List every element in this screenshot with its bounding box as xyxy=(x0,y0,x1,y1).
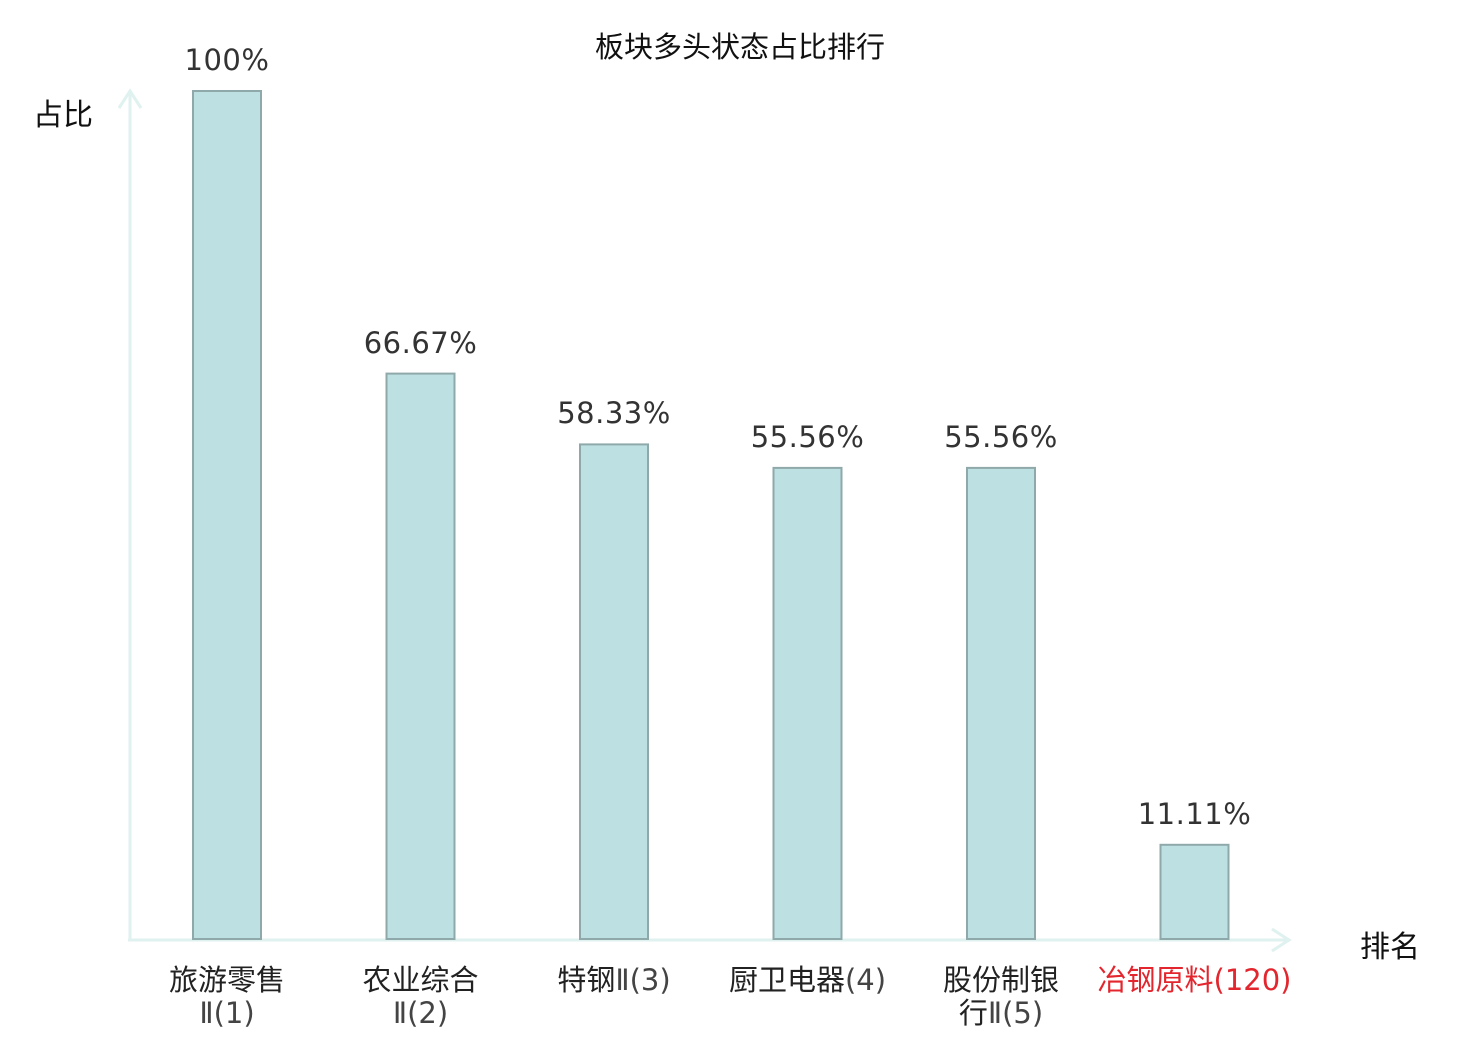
chart-title: 板块多头状态占比排行 xyxy=(594,30,885,64)
category-label: 厨卫电器(4) xyxy=(698,964,918,997)
category-name: 股份制银 xyxy=(942,963,1059,997)
category-label: 特钢Ⅱ(3) xyxy=(504,964,724,997)
category-label-line: 行Ⅱ(5) xyxy=(891,997,1111,1030)
category-label-line: 特钢Ⅱ(3) xyxy=(504,964,724,997)
category-name: 旅游零售 xyxy=(168,963,285,997)
bars-group xyxy=(192,90,1230,941)
bar xyxy=(192,90,262,940)
bar xyxy=(385,372,456,941)
category-label-line: Ⅱ(1) xyxy=(117,997,337,1030)
category-rank-suffix: Ⅱ(2) xyxy=(392,996,449,1030)
category-name: 特钢 xyxy=(557,963,616,997)
x-axis-label: 排名 xyxy=(1360,930,1420,965)
category-label: 农业综合 Ⅱ(2) xyxy=(311,964,531,1030)
category-rank-suffix: (4) xyxy=(844,963,887,997)
category-rank-suffix: Ⅱ(5) xyxy=(987,996,1044,1030)
bar xyxy=(772,466,843,940)
bar xyxy=(579,443,649,940)
x-axis-arrow xyxy=(1271,927,1292,953)
bar-value-label: 11.11% xyxy=(1137,796,1252,831)
category-label: 旅游零售 Ⅱ(1) xyxy=(117,964,337,1030)
bar-value-label: 55.56% xyxy=(944,419,1058,454)
category-label: 冶钢原料(120) xyxy=(1085,964,1305,997)
bar-value-label: 100% xyxy=(184,43,270,77)
category-name: 冶钢原料 xyxy=(1097,963,1214,997)
category-label-line: 旅游零售 xyxy=(117,964,337,997)
bar xyxy=(966,466,1036,940)
y-axis-label: 占比 xyxy=(33,98,93,133)
category-name: 行 xyxy=(958,996,988,1030)
category-rank-suffix: (120) xyxy=(1213,963,1292,997)
bar-value-label: 58.33% xyxy=(557,396,671,431)
category-label-line: 冶钢原料(120) xyxy=(1085,964,1305,997)
category-rank-suffix: Ⅱ(1) xyxy=(199,996,255,1030)
category-name: 农业综合 xyxy=(362,963,479,997)
category-label: 股份制银 行Ⅱ(5) xyxy=(891,964,1111,1030)
y-axis-arrow xyxy=(117,88,143,109)
category-label-line: 股份制银 xyxy=(891,964,1111,997)
bar-value-label: 55.56% xyxy=(750,419,865,454)
axes xyxy=(117,88,1292,953)
category-name: 厨卫电器 xyxy=(728,963,845,997)
category-label-line: Ⅱ(2) xyxy=(311,997,531,1030)
category-label-line: 厨卫电器(4) xyxy=(698,964,918,997)
category-label-line: 农业综合 xyxy=(311,964,531,997)
bar xyxy=(1159,843,1230,940)
bar-value-label: 66.67% xyxy=(363,325,478,360)
category-rank-suffix: Ⅱ(3) xyxy=(615,963,671,997)
